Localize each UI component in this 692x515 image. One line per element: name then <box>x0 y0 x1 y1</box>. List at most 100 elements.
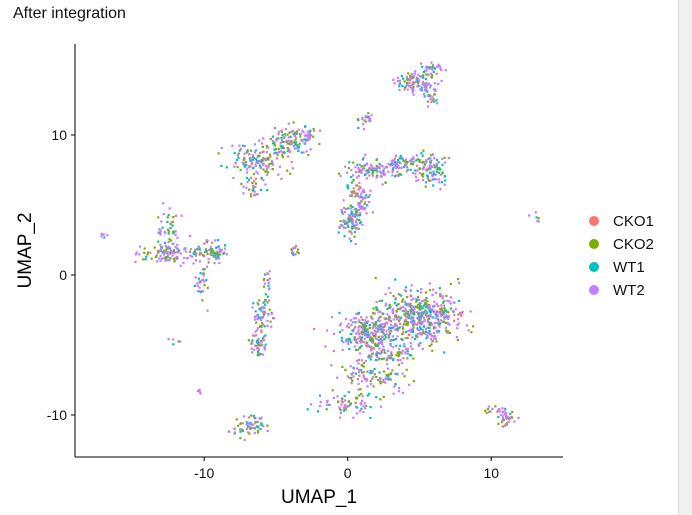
data-point <box>259 344 262 347</box>
data-point <box>340 210 344 213</box>
data-point <box>266 325 269 328</box>
data-point <box>433 173 436 176</box>
data-point <box>271 139 274 142</box>
data-point <box>432 335 435 338</box>
data-point <box>418 344 421 347</box>
data-point <box>354 215 357 218</box>
data-point <box>393 166 396 169</box>
data-point <box>365 404 368 407</box>
data-point <box>361 118 364 121</box>
data-point <box>349 207 352 210</box>
data-point <box>358 185 361 188</box>
data-point <box>293 134 296 137</box>
data-point <box>286 150 290 153</box>
data-point <box>508 416 512 419</box>
data-point <box>390 351 393 354</box>
data-point <box>328 403 331 406</box>
data-point <box>431 99 434 102</box>
data-point <box>447 156 450 160</box>
data-point <box>354 321 357 324</box>
data-point <box>295 136 298 139</box>
data-point <box>416 322 420 325</box>
data-point <box>404 286 408 289</box>
data-point <box>424 181 428 184</box>
data-point <box>491 407 494 410</box>
data-point <box>283 133 286 136</box>
data-point <box>399 344 402 347</box>
data-point <box>411 81 415 84</box>
data-point <box>409 294 412 297</box>
data-point <box>100 235 103 238</box>
data-point <box>439 65 442 68</box>
data-point <box>412 324 415 327</box>
data-point <box>324 345 327 348</box>
data-point <box>361 323 364 326</box>
data-point <box>425 310 428 313</box>
data-point <box>409 342 412 345</box>
data-point <box>457 313 460 316</box>
data-point <box>158 228 161 231</box>
data-point <box>183 247 186 250</box>
data-point <box>351 379 354 382</box>
data-point <box>410 160 413 163</box>
data-point <box>399 359 402 362</box>
data-point <box>396 161 399 164</box>
data-point <box>166 256 169 259</box>
data-point <box>434 67 437 70</box>
data-point <box>415 154 418 157</box>
data-point <box>429 157 432 160</box>
data-point <box>248 416 251 419</box>
data-point <box>284 128 287 131</box>
data-point <box>295 132 298 135</box>
data-point <box>380 175 383 178</box>
data-point <box>421 348 424 351</box>
data-point <box>407 329 410 333</box>
data-point <box>179 252 182 255</box>
data-point <box>316 410 320 413</box>
data-point <box>345 325 348 328</box>
data-point <box>382 332 385 335</box>
data-point <box>399 157 402 160</box>
data-point <box>378 319 381 322</box>
data-point <box>355 176 359 179</box>
data-point <box>359 195 362 198</box>
data-point <box>273 148 276 151</box>
data-point <box>167 214 170 217</box>
data-point <box>297 128 300 131</box>
data-point <box>303 141 306 145</box>
data-point <box>368 334 371 337</box>
data-point <box>350 169 353 172</box>
data-point <box>371 312 375 315</box>
data-point <box>446 332 449 335</box>
data-point <box>429 167 432 170</box>
data-point <box>355 223 358 226</box>
data-point <box>410 298 413 302</box>
data-point <box>287 122 290 125</box>
data-point <box>351 206 354 209</box>
data-point <box>395 304 398 307</box>
data-point <box>353 345 356 348</box>
data-point <box>273 152 276 155</box>
data-point <box>391 169 394 172</box>
data-point <box>394 296 397 300</box>
data-point <box>394 298 397 301</box>
data-point <box>403 320 406 323</box>
data-point <box>373 334 376 338</box>
data-point <box>368 116 371 120</box>
data-point <box>414 322 417 326</box>
data-point <box>419 332 422 335</box>
data-point <box>428 310 431 313</box>
data-point <box>402 159 405 162</box>
data-point <box>435 303 438 306</box>
data-point <box>325 400 328 403</box>
data-point <box>459 311 462 314</box>
data-point <box>387 377 390 380</box>
data-point <box>357 358 361 361</box>
data-point <box>391 335 394 338</box>
data-point <box>434 326 437 329</box>
data-point <box>381 343 384 346</box>
data-point <box>366 370 369 373</box>
data-point <box>439 188 442 191</box>
vertical-scrollbar[interactable] <box>678 0 692 515</box>
data-point <box>364 116 367 119</box>
